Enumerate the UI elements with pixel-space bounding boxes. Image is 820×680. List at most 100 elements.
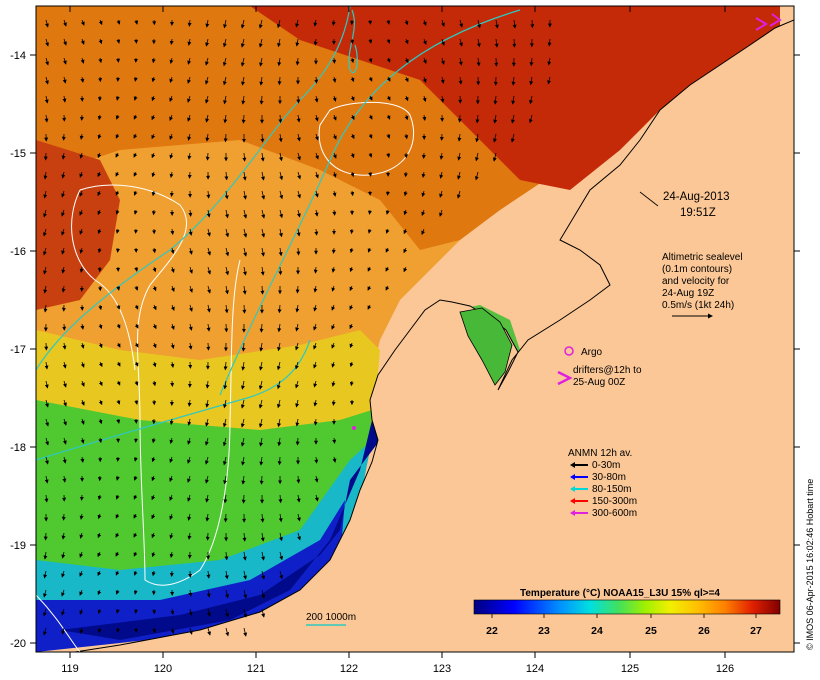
velocity-arrow xyxy=(79,190,84,197)
velocity-arrow xyxy=(169,418,174,425)
velocity-arrow xyxy=(476,38,481,48)
velocity-arrow xyxy=(206,190,211,199)
velocity-arrow xyxy=(403,190,408,197)
velocity-arrow xyxy=(240,19,245,29)
velocity-arrow xyxy=(440,57,445,65)
velocity-arrow xyxy=(404,133,409,140)
velocity-arrow xyxy=(243,247,248,257)
map-frame xyxy=(35,5,795,653)
velocity-arrow xyxy=(187,399,192,407)
velocity-arrow xyxy=(350,95,355,102)
velocity-arrow xyxy=(332,171,337,178)
velocity-arrow xyxy=(224,190,229,200)
velocity-arrow xyxy=(205,133,210,142)
velocity-arrow xyxy=(315,171,319,179)
velocity-arrow xyxy=(133,171,138,177)
velocity-arrow xyxy=(276,361,281,371)
velocity-arrow xyxy=(134,304,139,310)
velocity-arrow xyxy=(332,209,337,216)
velocity-arrow xyxy=(80,456,85,463)
velocity-arrow xyxy=(313,19,318,27)
velocity-arrow xyxy=(258,38,263,48)
velocity-arrow xyxy=(133,589,138,595)
velocity-arrow xyxy=(189,304,193,312)
velocity-arrow xyxy=(79,608,84,615)
x-tick-label: 126 xyxy=(716,663,734,675)
velocity-arrow xyxy=(205,418,209,427)
velocity-arrow xyxy=(404,76,409,83)
velocity-arrow xyxy=(61,209,65,217)
velocity-arrow xyxy=(241,95,246,105)
velocity-arrow xyxy=(116,380,121,386)
velocity-arrow xyxy=(476,57,481,67)
map-panel xyxy=(36,6,794,652)
velocity-arrow xyxy=(170,247,175,254)
x-tick-label: 123 xyxy=(433,663,451,675)
altimetry-line: 0.5m/s (1kt 24h) xyxy=(662,300,734,311)
velocity-arrow xyxy=(277,418,282,428)
velocity-arrow xyxy=(297,532,301,541)
velocity-arrow xyxy=(295,342,299,351)
velocity-arrow xyxy=(207,247,212,256)
velocity-arrow xyxy=(386,76,391,82)
velocity-arrow xyxy=(258,19,263,29)
colorbar-tick-label: 27 xyxy=(750,625,762,637)
colorbar-title: Temperature (°C) NOAA15_L3U 15% ql>=4 xyxy=(520,588,720,599)
velocity-arrow xyxy=(225,627,230,637)
velocity-arrow xyxy=(225,608,230,618)
velocity-arrow xyxy=(223,475,228,485)
velocity-arrow xyxy=(187,19,192,27)
velocity-arrow xyxy=(368,114,373,120)
velocity-arrow xyxy=(63,399,67,407)
velocity-arrow xyxy=(331,380,336,387)
velocity-arrow xyxy=(80,418,85,425)
anmn-arrowhead xyxy=(570,510,575,516)
velocity-arrow xyxy=(529,76,534,86)
velocity-arrow xyxy=(350,114,355,121)
velocity-arrow xyxy=(529,95,533,105)
velocity-arrow xyxy=(61,532,66,540)
velocity-arrow xyxy=(331,361,336,368)
velocity-arrow xyxy=(259,342,264,352)
velocity-arrow xyxy=(259,76,264,86)
velocity-arrow xyxy=(151,475,156,482)
velocity-arrow xyxy=(133,475,138,481)
velocity-arrow xyxy=(80,323,85,330)
velocity-arrow xyxy=(296,133,301,142)
velocity-arrow xyxy=(205,152,210,161)
velocity-arrow xyxy=(279,171,284,181)
velocity-arrow xyxy=(403,266,408,273)
velocity-arrow xyxy=(314,190,319,198)
velocity-arrow xyxy=(223,494,228,504)
velocity-arrow xyxy=(349,342,354,349)
velocity-arrow xyxy=(169,95,174,102)
velocity-arrow xyxy=(332,95,337,102)
velocity-arrow xyxy=(151,133,156,140)
velocity-arrow xyxy=(206,589,211,598)
drifters-label-line: 25-Aug 00Z xyxy=(573,377,625,388)
velocity-arrow xyxy=(115,494,120,500)
x-tick-label: 121 xyxy=(247,663,265,675)
velocity-arrow xyxy=(204,456,209,465)
velocity-arrow xyxy=(422,114,427,122)
velocity-arrow xyxy=(43,570,48,579)
velocity-arrow xyxy=(439,190,444,198)
sealevel-contours xyxy=(36,101,415,652)
velocity-arrow xyxy=(225,228,230,238)
velocity-arrow xyxy=(62,57,67,65)
velocity-arrow xyxy=(80,399,85,406)
velocity-arrow xyxy=(386,95,391,101)
velocity-arrow xyxy=(258,380,263,390)
velocity-arrow xyxy=(79,209,84,216)
velocity-arrow xyxy=(314,209,319,217)
velocity-arrow xyxy=(314,95,319,103)
x-tick-label: 124 xyxy=(526,663,544,675)
velocity-arrow xyxy=(222,38,227,48)
velocity-arrow xyxy=(97,627,102,634)
land-mass xyxy=(74,6,794,652)
argo-legend: Argo drifters@12h to 25-Aug 00Z xyxy=(557,346,642,388)
velocity-arrow xyxy=(276,399,281,409)
velocity-arrow xyxy=(170,285,175,292)
velocity-arrow xyxy=(45,76,49,85)
velocity-arrow xyxy=(296,247,301,256)
